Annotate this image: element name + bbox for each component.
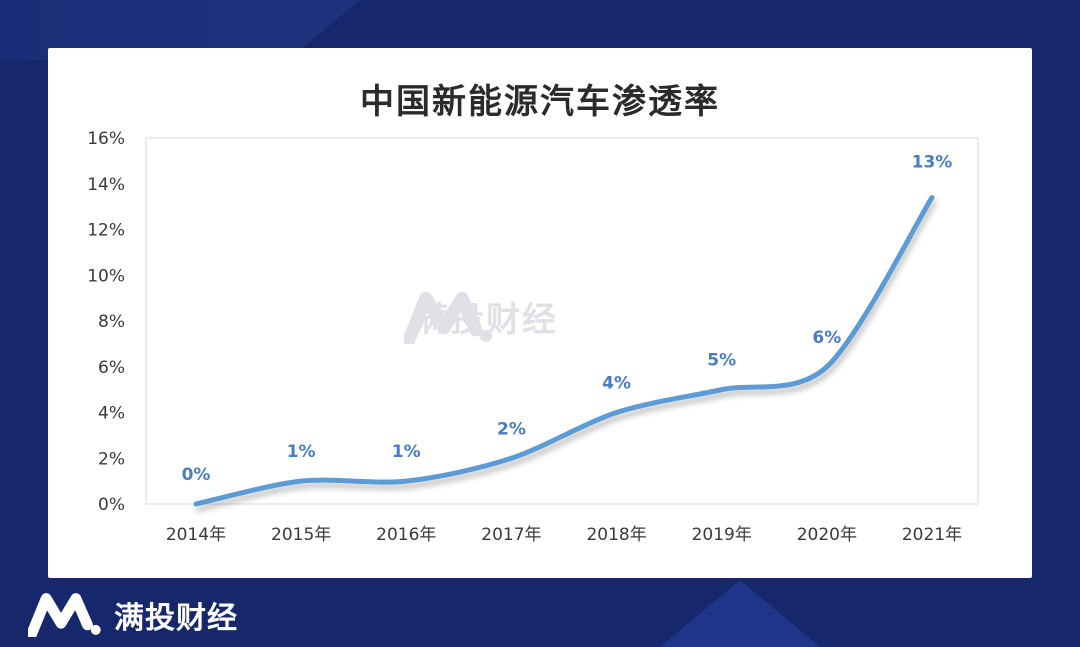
data-label: 13%: [912, 152, 953, 172]
x-tick-label: 2017年: [481, 525, 541, 545]
y-tick-label: 16%: [87, 129, 125, 149]
plot-area: [145, 137, 979, 505]
watermark-text: 满投财经: [414, 300, 558, 340]
y-tick-label: 4%: [98, 404, 125, 424]
data-label: 2%: [497, 419, 526, 439]
x-tick-label: 2014年: [166, 525, 226, 545]
watermark: 满投财经: [404, 292, 558, 344]
data-label: 5%: [707, 351, 736, 371]
footer-brand: 满投财经: [28, 593, 238, 637]
y-tick-label: 14%: [87, 175, 125, 195]
y-tick-label: 6%: [98, 358, 125, 378]
brand-m-logo-icon: [28, 593, 101, 637]
y-tick-label: 0%: [98, 495, 125, 515]
x-tick-label: 2015年: [271, 525, 331, 545]
y-tick-label: 2%: [98, 449, 125, 469]
chart-card: 中国新能源汽车渗透率 满投财经 0% 2% 4% 6% 8% 10% 12% 14% 16% 2…: [48, 48, 1032, 578]
y-tick-label: 10%: [87, 266, 125, 286]
x-tick-label: 2018年: [586, 525, 646, 545]
line-chart: 0% 2% 4% 6% 8% 10% 12% 14% 16% 2014年 2015年 2016年 20…: [87, 129, 979, 545]
data-label: 1%: [392, 442, 421, 462]
data-label: 4%: [602, 374, 631, 394]
series-line: [193, 194, 935, 507]
data-label: 0%: [182, 465, 211, 485]
y-tick-label: 8%: [98, 312, 125, 332]
brand-m-logo-icon: [404, 292, 492, 344]
brand-text: 满投财经: [114, 601, 238, 636]
y-tick-label: 12%: [87, 221, 125, 241]
data-label: 6%: [812, 328, 841, 348]
x-tick-label: 2019年: [692, 525, 752, 545]
x-tick-label: 2021年: [902, 525, 962, 545]
x-tick-label: 2020年: [797, 525, 857, 545]
data-label: 1%: [287, 442, 316, 462]
background-shape-bottom: [660, 580, 820, 647]
x-tick-label: 2016年: [376, 525, 436, 545]
chart-title: 中国新能源汽车渗透率: [360, 82, 720, 122]
